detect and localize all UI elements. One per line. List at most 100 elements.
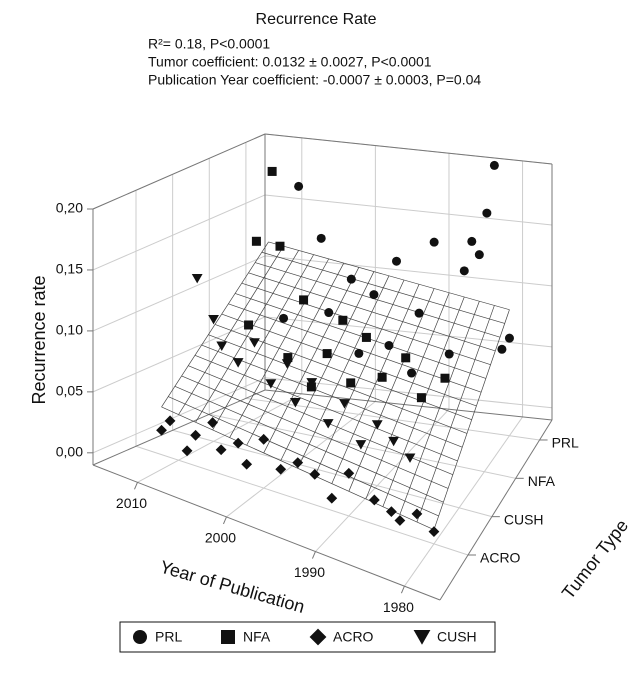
z-tick-label: 0,05: [56, 383, 83, 399]
point: [474, 250, 484, 260]
point: [497, 344, 507, 354]
annotation: Publication Year coefficient: -0.0007 ± …: [148, 72, 481, 88]
point: [392, 256, 402, 266]
point: [404, 453, 416, 463]
point: [354, 348, 364, 358]
point: [368, 494, 380, 506]
axis-edge: [439, 419, 553, 601]
point: [504, 333, 514, 343]
point: [482, 208, 492, 218]
point: [361, 332, 371, 342]
point: [467, 236, 477, 246]
point: [292, 457, 304, 469]
grid-line: [404, 416, 523, 587]
regression-plane: [268, 241, 510, 311]
point: [251, 236, 261, 246]
point: [411, 508, 423, 520]
legend-box: [119, 621, 496, 653]
regression-plane: [261, 251, 505, 324]
grid-line: [172, 429, 492, 518]
point: [208, 314, 219, 325]
regression-plane: [234, 293, 486, 379]
grid-line: [135, 445, 469, 556]
point: [377, 372, 387, 382]
point: [281, 359, 293, 369]
point: [306, 378, 318, 388]
point: [294, 181, 304, 191]
point: [232, 437, 244, 449]
point: [384, 340, 394, 350]
grid-line: [92, 194, 266, 271]
axis-edge: [264, 133, 553, 165]
point: [258, 433, 270, 445]
point: [279, 313, 289, 323]
grid-line: [226, 401, 376, 518]
y-tick-label: ACRO: [480, 550, 521, 566]
point: [459, 266, 469, 276]
regression-plane: [348, 288, 435, 492]
point: [241, 458, 253, 470]
regression-plane: [331, 284, 420, 484]
tick-mark: [311, 551, 316, 559]
legend-label: CUSH: [437, 629, 477, 645]
point: [265, 379, 277, 389]
point: [428, 526, 440, 538]
point: [338, 315, 348, 325]
regression-plane: [399, 301, 480, 515]
point: [164, 415, 176, 427]
point: [290, 398, 301, 408]
point: [316, 233, 326, 243]
regression-plane: [255, 262, 501, 338]
y-tick-label: NFA: [528, 473, 556, 489]
tick-mark: [400, 585, 405, 594]
legend-marker: [133, 630, 147, 644]
z-tick-label: 0,20: [56, 200, 83, 216]
point: [181, 445, 193, 457]
annotation: Tumor coefficient: 0.0132 ± 0.0027, P<0.…: [148, 54, 432, 70]
point: [414, 308, 424, 318]
legend-marker: [221, 630, 235, 644]
z-tick-label: 0,15: [56, 261, 83, 277]
regression-plane: [314, 279, 405, 477]
legend-label: NFA: [243, 629, 271, 645]
grid-line: [245, 397, 540, 441]
axis-edge: [92, 389, 266, 466]
axis-edge: [92, 464, 441, 601]
point: [346, 378, 356, 388]
point: [388, 436, 400, 447]
regression-plane: [248, 272, 496, 352]
y-tick-label: PRL: [552, 435, 579, 451]
point: [326, 492, 338, 504]
regression-plane: [228, 303, 482, 393]
point: [207, 417, 219, 428]
point: [369, 290, 379, 300]
point: [444, 349, 454, 359]
grid-line: [92, 255, 266, 332]
x-tick-label: 1980: [383, 599, 414, 615]
annotation: R²= 0.18, P<0.0001: [148, 36, 270, 52]
point: [244, 320, 254, 330]
point: [339, 399, 350, 409]
legend-marker: [413, 630, 431, 645]
point: [215, 444, 227, 456]
point: [309, 468, 321, 480]
point: [249, 338, 260, 348]
regression-plane: [365, 292, 450, 500]
x-tick-label: 1990: [294, 564, 325, 580]
point: [283, 353, 293, 363]
x-tick-label: 2000: [205, 530, 236, 546]
point: [275, 241, 285, 251]
regression-plane: [416, 305, 495, 523]
regression-plane: [221, 313, 477, 407]
point: [343, 467, 355, 479]
z-tick-label: 0,10: [56, 322, 83, 338]
point: [355, 440, 367, 450]
point: [267, 166, 277, 176]
z-tick-label: 0,00: [56, 444, 83, 460]
x-axis-label: Year of Publication: [158, 557, 307, 617]
point: [371, 420, 383, 430]
point: [156, 424, 167, 436]
legend-label: PRL: [155, 629, 182, 645]
point: [429, 237, 439, 247]
point: [416, 393, 426, 403]
